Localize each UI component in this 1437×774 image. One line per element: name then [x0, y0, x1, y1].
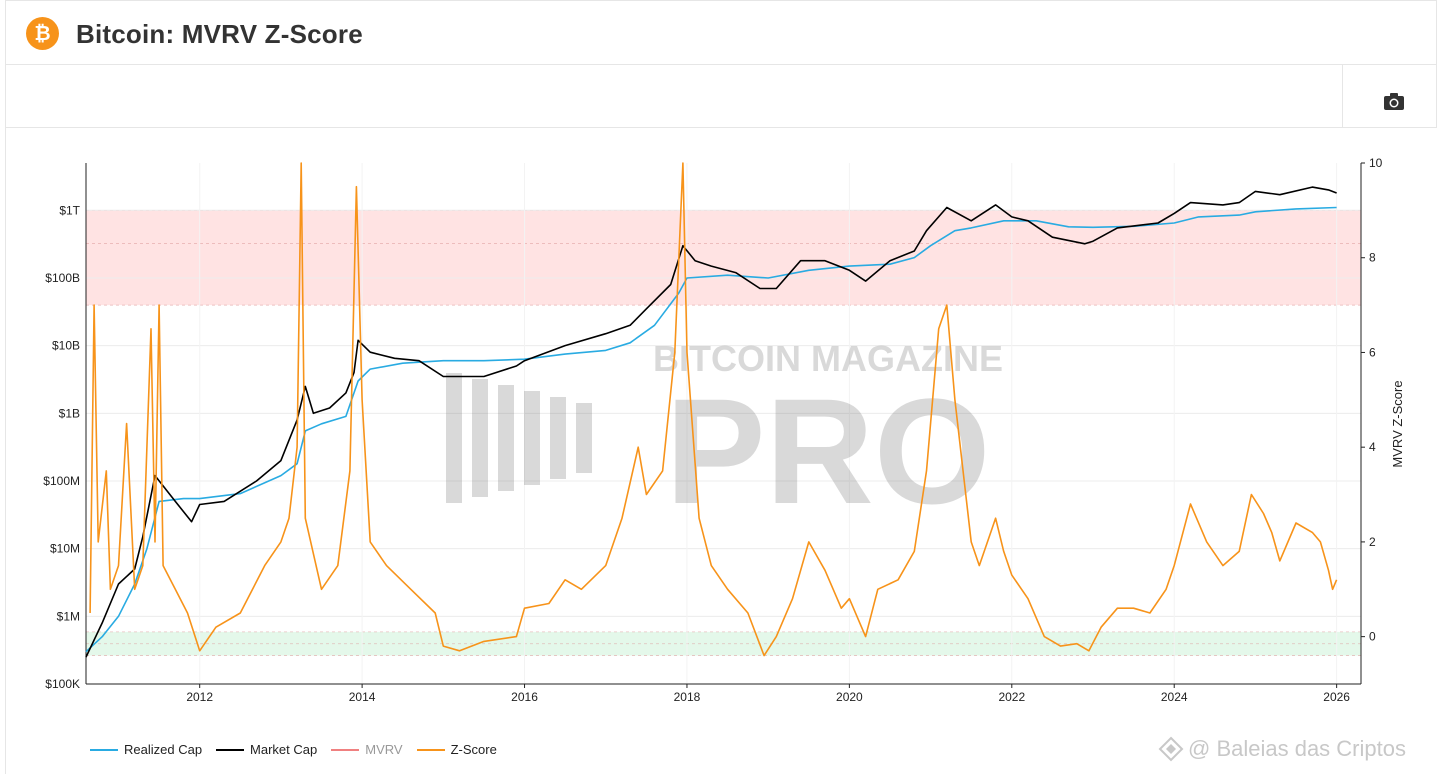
legend-swatch [90, 748, 118, 751]
camera-icon[interactable] [1380, 89, 1410, 113]
legend-label: Realized Cap [124, 742, 203, 757]
x-tick-label: 2018 [674, 690, 701, 704]
series-line-market-cap[interactable] [85, 186, 1337, 658]
watermark-bar [576, 403, 592, 473]
watermark-bar [524, 391, 540, 485]
credit-text: @ Baleias das Criptos [1188, 736, 1406, 761]
x-tick-label: 2012 [186, 690, 213, 704]
bitcoin-icon: ₿ [26, 17, 59, 50]
series-line-realized-cap[interactable] [85, 206, 1337, 653]
y-right-tick-label: 6 [1369, 345, 1376, 359]
series-line-z-score[interactable] [89, 162, 1338, 657]
y-left-tick-label: $10B [52, 339, 80, 353]
y-right-axis-title: MVRV Z-Score [1390, 380, 1405, 467]
legend-item-z-score[interactable]: Z-Score [416, 742, 497, 757]
y-left-tick-label: $100K [45, 677, 80, 691]
x-tick-label: 2014 [349, 690, 376, 704]
diamond-icon [1158, 736, 1184, 762]
legend-label: MVRV [365, 742, 403, 757]
chart-header: ₿ Bitcoin: MVRV Z-Score [5, 0, 1437, 64]
legend-swatch [216, 748, 245, 751]
x-tick-label: 2020 [836, 690, 863, 704]
y-right-tick-label: 2 [1369, 535, 1376, 549]
svg-text:₿: ₿ [34, 21, 50, 45]
page-title: Bitcoin: MVRV Z-Score [76, 19, 363, 49]
chart-area: BITCOIN MAGAZINE PRO $100K $1M $10M $100M $1B $… [5, 128, 1437, 774]
legend-label: Z-Score [450, 742, 497, 757]
watermark-line1: BITCOIN MAGAZINE [653, 338, 1003, 379]
band-upper [86, 210, 1361, 306]
watermark-bar [498, 385, 514, 491]
chart-legend: Realized Cap Market Cap MVRV Z-Score [90, 742, 511, 757]
watermark-line2: PRO [665, 367, 990, 535]
y-right-tick-label: 8 [1369, 251, 1376, 265]
x-tick-label: 2016 [511, 690, 538, 704]
chart-toolbar [5, 64, 1437, 128]
toolbar-divider [1342, 65, 1343, 127]
legend-swatch [416, 748, 445, 751]
y-left-tick-label: $1M [57, 609, 80, 623]
y-right-tick-label: 4 [1369, 440, 1376, 454]
y-left-tick-label: $10M [50, 542, 80, 556]
legend-label: Market Cap [250, 742, 318, 757]
legend-swatch [331, 748, 360, 751]
y-left-tick-label: $1T [59, 203, 80, 217]
legend-item-mvrv[interactable]: MVRV [331, 742, 403, 757]
y-right-tick-label: 0 [1369, 630, 1376, 644]
y-left-tick-label: $1B [59, 406, 80, 420]
y-right-tick-label: 10 [1369, 156, 1383, 170]
watermark-bar [550, 397, 566, 479]
x-tick-label: 2026 [1323, 690, 1350, 704]
x-tick-label: 2024 [1161, 690, 1188, 704]
watermark-bar [446, 373, 462, 503]
credit-watermark: @ Baleias das Criptos [1158, 736, 1406, 762]
y-left-tick-label: $100M [43, 474, 80, 488]
x-tick-label: 2022 [998, 690, 1025, 704]
watermark-bar [472, 379, 488, 497]
legend-item-realized-cap[interactable]: Realized Cap [90, 742, 202, 757]
legend-item-market-cap[interactable]: Market Cap [216, 742, 317, 757]
y-left-tick-label: $100B [45, 271, 80, 285]
